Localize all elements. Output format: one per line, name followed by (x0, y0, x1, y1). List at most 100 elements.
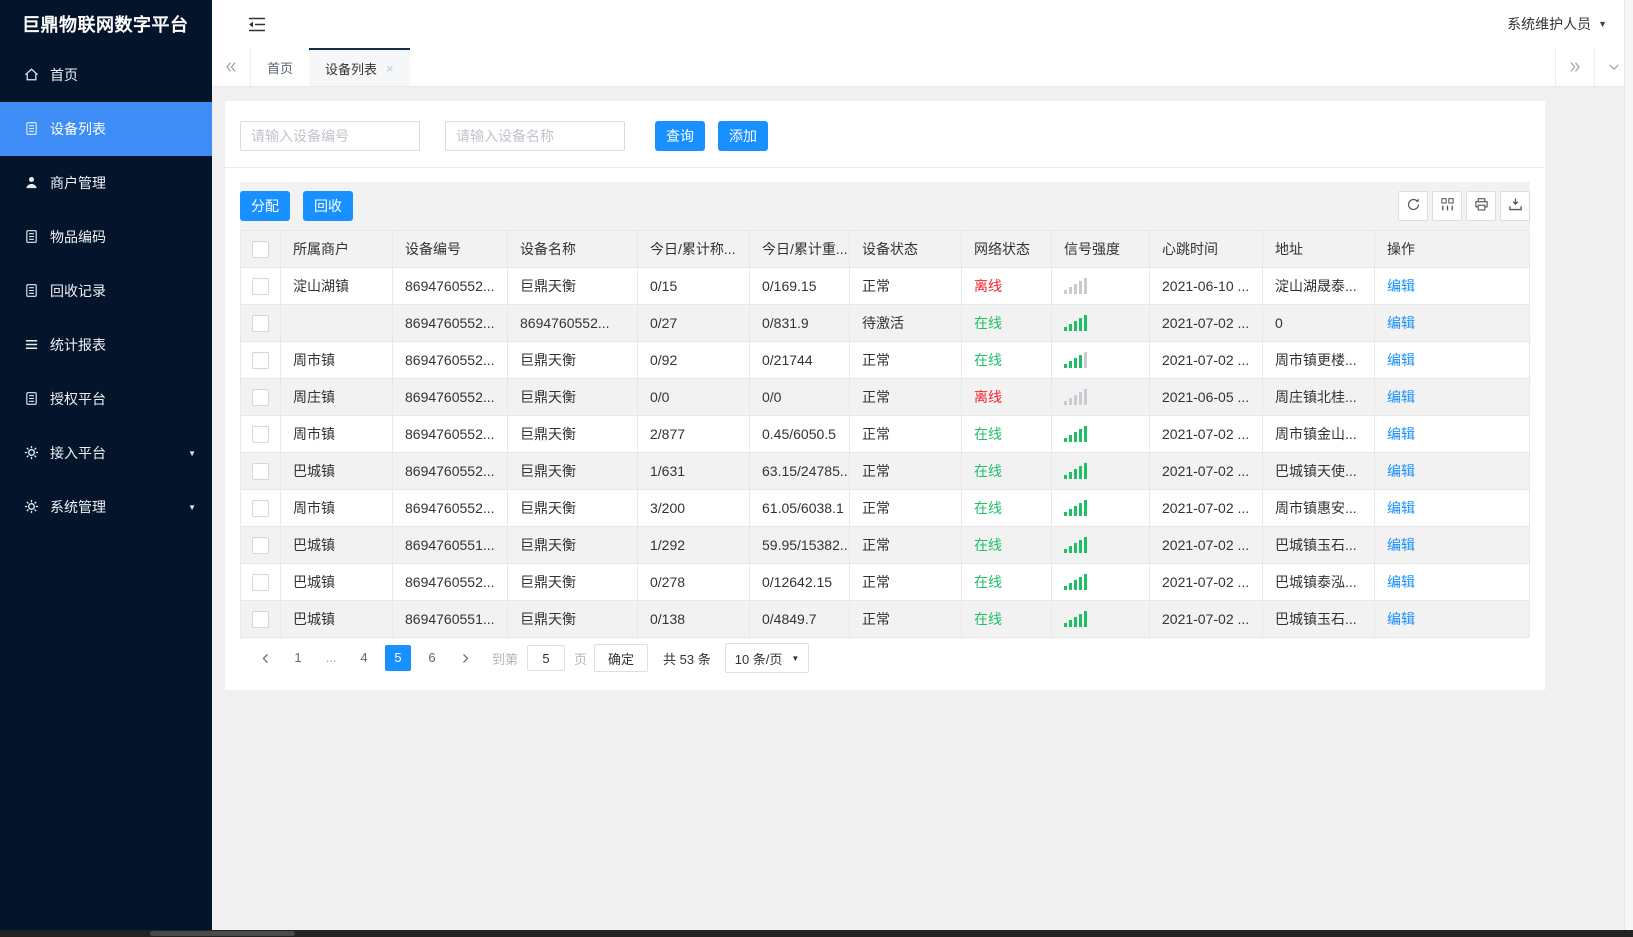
sidebar-item-label: 商户管理 (50, 175, 106, 191)
action-cell: 编辑 (1374, 304, 1530, 342)
vertical-scrollbar[interactable] (1624, 0, 1633, 930)
assign-button[interactable]: 分配 (240, 191, 290, 221)
edit-link[interactable]: 编辑 (1387, 278, 1415, 294)
signal-bar (1079, 355, 1082, 368)
query-button[interactable]: 查询 (655, 121, 705, 151)
collapse-sidebar-icon[interactable] (248, 17, 266, 32)
edit-link[interactable]: 编辑 (1387, 574, 1415, 590)
row-checkbox[interactable] (252, 388, 269, 406)
merchant-cell: 周市镇 (280, 489, 393, 527)
device-no-cell: 8694760551... (392, 600, 508, 638)
tab-1[interactable]: 设备列表 × (309, 48, 410, 86)
device-name-cell: 巨鼎天衡 (507, 267, 638, 305)
tabbar-spacer (410, 48, 1555, 86)
action-cell: 编辑 (1374, 267, 1530, 305)
signal-strength-icon (1064, 389, 1137, 405)
row-checkbox[interactable] (252, 610, 269, 628)
refresh-button[interactable] (1398, 191, 1428, 221)
row-checkbox[interactable] (252, 536, 269, 554)
edit-link[interactable]: 编辑 (1387, 389, 1415, 405)
edit-link[interactable]: 编辑 (1387, 611, 1415, 627)
signal-bar (1079, 392, 1082, 405)
edit-link[interactable]: 编辑 (1387, 352, 1415, 368)
close-icon[interactable]: × (386, 60, 394, 76)
tabs-scroll-left-button[interactable] (212, 48, 251, 86)
sidebar-item-1[interactable]: 设备列表 (0, 102, 212, 156)
tabs-menu-button[interactable] (1594, 48, 1633, 86)
print-button[interactable] (1466, 191, 1496, 221)
address-cell: 周市镇惠安... (1262, 489, 1375, 527)
edit-link[interactable]: 编辑 (1387, 537, 1415, 553)
sidebar-item-6[interactable]: 授权平台 (0, 372, 212, 426)
select-all-checkbox[interactable] (252, 240, 269, 258)
tabs-scroll-right-button[interactable] (1555, 48, 1594, 86)
column-header: 今日/累计重... (749, 230, 850, 268)
sidebar-item-3[interactable]: 物品编码 (0, 210, 212, 264)
network-status-cell: 在线 (961, 600, 1052, 638)
signal-bar (1084, 574, 1087, 590)
columns-button[interactable] (1432, 191, 1462, 221)
edit-link[interactable]: 编辑 (1387, 315, 1415, 331)
row-checkbox[interactable] (252, 462, 269, 480)
next-page-button[interactable] (452, 652, 478, 665)
confirm-jump-button[interactable]: 确定 (594, 644, 649, 672)
signal-bar (1084, 500, 1087, 516)
user-icon (24, 175, 40, 191)
page-number-button[interactable]: 4 (360, 650, 368, 665)
page-number-button[interactable]: 1 (294, 650, 302, 665)
row-checkbox[interactable] (252, 314, 269, 332)
row-checkbox[interactable] (252, 277, 269, 295)
sidebar-item-4[interactable]: 回收记录 (0, 264, 212, 318)
device-no-input[interactable] (240, 121, 420, 151)
today-total-weight-cell: 0/21744 (749, 341, 850, 379)
signal-bar (1064, 290, 1067, 294)
row-checkbox-cell (240, 341, 281, 379)
merchant-cell: 巴城镇 (280, 600, 393, 638)
table-row: 周庄镇 8694760552... 巨鼎天衡 0/0 0/0 正常 离线 2021-06-05… (240, 378, 1530, 416)
today-total-weight-cell: 0/169.15 (749, 267, 850, 305)
today-total-weight-cell: 0/12642.15 (749, 563, 850, 601)
sidebar-item-label: 统计报表 (50, 337, 106, 353)
home-icon (24, 67, 40, 83)
search-row: 查询 添加 (240, 121, 1530, 151)
signal-strength-icon (1064, 426, 1137, 442)
sidebar-item-8[interactable]: 系统管理 ▼ (0, 480, 212, 534)
today-total-count-cell: 2/877 (637, 415, 750, 453)
column-header: 操作 (1374, 230, 1530, 268)
row-checkbox[interactable] (252, 425, 269, 443)
row-checkbox-cell (240, 563, 281, 601)
table-row: 周市镇 8694760552... 巨鼎天衡 3/200 61.05/6038.1 正常在… (240, 489, 1530, 527)
device-name-cell: 巨鼎天衡 (507, 563, 638, 601)
today-total-count-cell: 0/0 (637, 378, 750, 416)
edit-link[interactable]: 编辑 (1387, 426, 1415, 442)
signal-bar (1069, 361, 1072, 368)
sidebar-item-5[interactable]: 统计报表 (0, 318, 212, 372)
device-name-input[interactable] (445, 121, 625, 151)
signal-bar (1079, 540, 1082, 553)
jump-page-input[interactable] (527, 645, 566, 671)
edit-link[interactable]: 编辑 (1387, 500, 1415, 516)
page-number-button[interactable]: 5 (385, 645, 411, 671)
horizontal-scrollbar[interactable] (0, 930, 1633, 937)
signal-bar (1064, 401, 1067, 405)
sidebar-item-7[interactable]: 接入平台 ▼ (0, 426, 212, 480)
row-checkbox[interactable] (252, 351, 269, 369)
device-status-cell: 正常 (849, 415, 962, 453)
sidebar-item-0[interactable]: 首页 (0, 48, 212, 102)
merchant-cell: 周市镇 (280, 341, 393, 379)
recycle-button[interactable]: 回收 (303, 191, 353, 221)
prev-page-button[interactable] (252, 652, 278, 665)
export-button[interactable] (1500, 191, 1530, 221)
user-menu[interactable]: 系统维护人员 ▼ (1507, 14, 1607, 34)
row-checkbox[interactable] (252, 499, 269, 517)
device-name-cell: 巨鼎天衡 (507, 526, 638, 564)
tab-0[interactable]: 首页 (251, 48, 309, 86)
device-name-cell: 巨鼎天衡 (507, 452, 638, 490)
add-button[interactable]: 添加 (718, 121, 768, 151)
page-number-button[interactable]: 6 (428, 650, 436, 665)
edit-link[interactable]: 编辑 (1387, 463, 1415, 479)
scrollbar-thumb[interactable] (150, 931, 295, 936)
sidebar-item-2[interactable]: 商户管理 (0, 156, 212, 210)
row-checkbox[interactable] (252, 573, 269, 591)
per-page-select[interactable]: 10 条/页 ▼ (724, 643, 810, 673)
